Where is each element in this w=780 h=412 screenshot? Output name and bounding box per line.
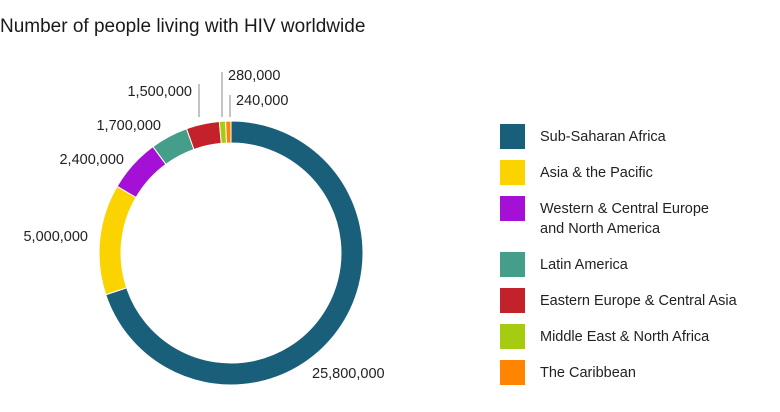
label-leader-lines bbox=[198, 72, 231, 117]
legend-item: Latin America bbox=[500, 252, 770, 288]
legend-label: Latin America bbox=[540, 257, 628, 273]
data-labels: 25,800,000 5,000,000 2,400,000 1,700,000 1,5… bbox=[23, 68, 384, 382]
legend-label: Middle East & North Africa bbox=[540, 329, 710, 345]
donut-slice bbox=[105, 120, 364, 386]
donut-slices bbox=[98, 120, 364, 386]
legend-item: Asia & the Pacific bbox=[500, 160, 770, 196]
legend-item: Eastern Europe & Central Asia bbox=[500, 288, 770, 324]
legend-item: The Caribbean bbox=[500, 360, 770, 396]
legend-swatch bbox=[500, 288, 525, 313]
data-label: 1,500,000 bbox=[127, 84, 192, 100]
data-label: 2,400,000 bbox=[59, 152, 124, 168]
data-label: 240,000 bbox=[236, 93, 288, 109]
legend-swatch bbox=[500, 324, 525, 349]
legend-item: Sub-Saharan Africa bbox=[500, 124, 770, 160]
legend-item: Middle East & North Africa bbox=[500, 324, 770, 360]
data-label: 5,000,000 bbox=[23, 229, 88, 245]
legend-swatch bbox=[500, 360, 525, 385]
legend-label: Sub-Saharan Africa bbox=[540, 129, 666, 145]
chart-title: Number of people living with HIV worldwi… bbox=[0, 16, 366, 37]
legend-item: Western & Central Europe and North Americ… bbox=[500, 196, 770, 252]
legend-label: Western & Central Europe and North Americ… bbox=[540, 201, 709, 237]
legend-swatch bbox=[500, 124, 525, 149]
data-label: 1,700,000 bbox=[96, 118, 161, 134]
legend-label: The Caribbean bbox=[540, 365, 636, 381]
legend-swatch bbox=[500, 196, 525, 221]
data-label: 280,000 bbox=[228, 68, 280, 84]
legend-label: Asia & the Pacific bbox=[540, 165, 653, 181]
legend-swatch bbox=[500, 160, 525, 185]
legend-label: Eastern Europe & Central Asia bbox=[540, 293, 737, 309]
donut-slice bbox=[98, 185, 137, 296]
data-label: 25,800,000 bbox=[312, 366, 385, 382]
donut-slice bbox=[225, 120, 232, 144]
legend-swatch bbox=[500, 252, 525, 277]
legend: Sub-Saharan Africa Asia & the Pacific West… bbox=[500, 124, 770, 396]
